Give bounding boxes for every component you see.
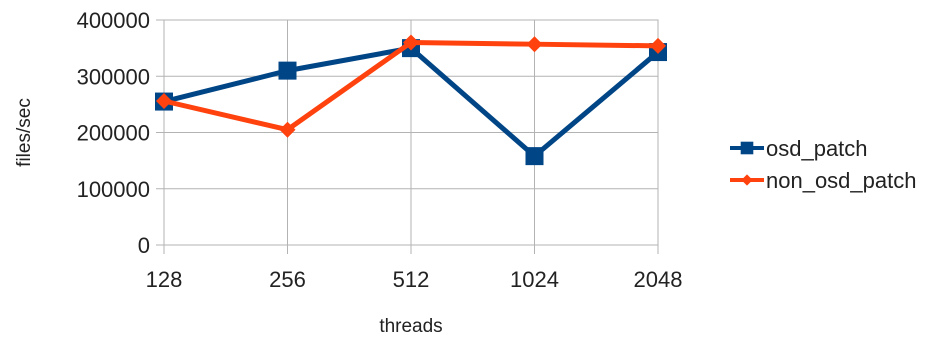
data-point: [650, 37, 666, 54]
y-axis-title: files/sec: [14, 98, 35, 167]
data-point: [525, 147, 544, 166]
y-axis-ticks: 0 100000 200000 300000 400000: [77, 8, 164, 258]
x-tick-label: 2048: [634, 267, 683, 292]
y-tick-label: 100000: [77, 177, 150, 202]
x-axis-ticks: 128 256 512 1024 2048: [146, 245, 683, 292]
legend-label: non_osd_patch: [766, 168, 916, 193]
y-tick-label: 300000: [77, 64, 150, 89]
y-tick-label: 400000: [77, 8, 150, 33]
data-point: [278, 61, 297, 80]
x-tick-label: 1024: [510, 267, 559, 292]
data-point: [279, 121, 296, 138]
y-tick-label: 0: [138, 233, 150, 258]
x-tick-label: 512: [393, 267, 430, 292]
legend: osd_patch non_osd_patch: [730, 136, 916, 193]
legend-item: osd_patch: [730, 136, 868, 161]
legend-label: osd_patch: [766, 136, 868, 161]
data-point: [403, 34, 419, 51]
series-non-osd-patch: [156, 34, 666, 138]
y-tick-label: 200000: [77, 121, 150, 146]
series-layer: [155, 34, 667, 166]
legend-item: non_osd_patch: [730, 168, 916, 193]
x-axis-title: threads: [379, 316, 442, 337]
data-point: [526, 36, 543, 53]
legend-marker: [740, 141, 754, 155]
legend-marker: [741, 174, 753, 186]
x-tick-label: 256: [269, 267, 306, 292]
data-point: [156, 93, 172, 109]
x-tick-label: 128: [146, 267, 183, 292]
